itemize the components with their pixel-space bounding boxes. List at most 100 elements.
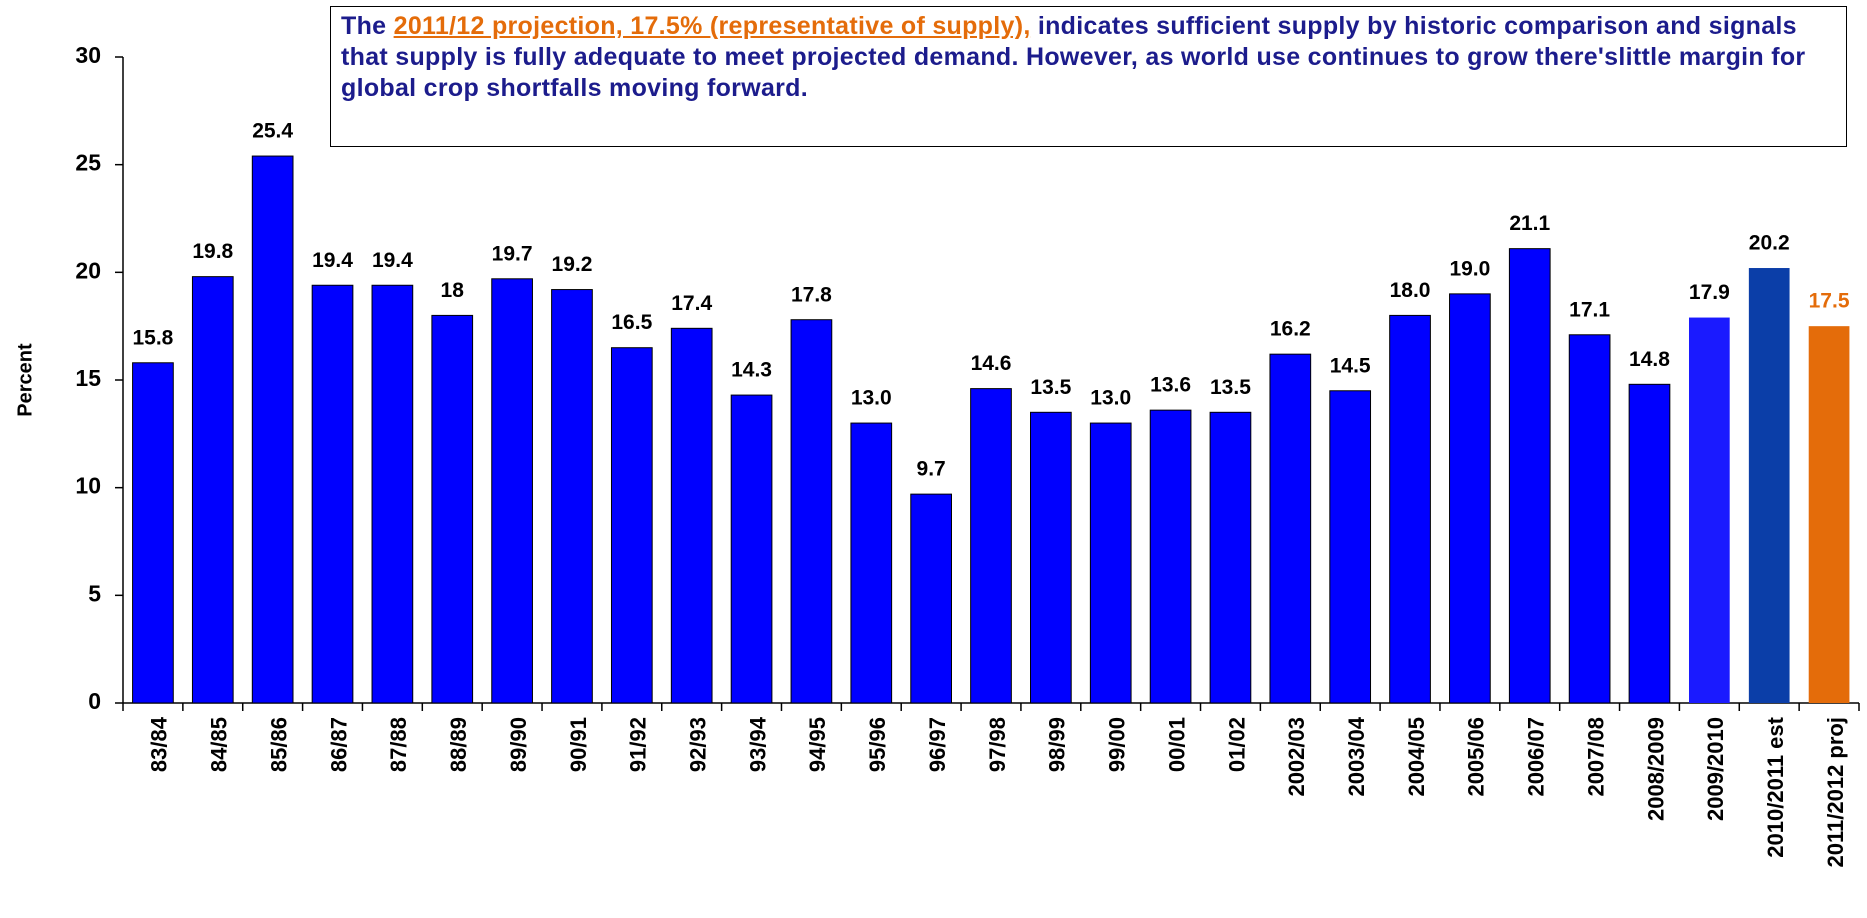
value-label: 20.2 — [1749, 232, 1790, 255]
x-tick-label: 01/02 — [1224, 717, 1249, 772]
y-tick-label: 5 — [88, 580, 101, 606]
y-tick-label: 30 — [75, 42, 101, 68]
value-label: 19.4 — [372, 249, 413, 272]
x-tick-label: 2004/05 — [1404, 717, 1429, 797]
bar — [551, 289, 593, 704]
x-tick-label: 2008/2009 — [1643, 717, 1668, 821]
value-label: 17.1 — [1569, 298, 1610, 321]
x-tick-label: 86/87 — [326, 717, 351, 772]
bar — [1329, 390, 1372, 704]
bar — [251, 155, 294, 704]
x-tick-label: 96/97 — [925, 717, 950, 772]
bar — [1089, 422, 1132, 704]
bar — [1269, 353, 1312, 704]
x-tick-label: 2006/07 — [1524, 717, 1549, 797]
x-tick-label: 2002/03 — [1284, 717, 1309, 797]
annotation-text: indicates sufficient supply by historic … — [341, 12, 1806, 102]
bar — [1688, 317, 1730, 703]
bar — [1030, 411, 1072, 704]
bar — [1568, 334, 1611, 704]
bar — [132, 362, 174, 704]
value-label: 13.0 — [1090, 387, 1131, 410]
value-label: 17.9 — [1689, 281, 1730, 304]
value-label: 13.5 — [1210, 376, 1251, 399]
value-label: 25.4 — [252, 120, 293, 143]
bar — [1149, 409, 1192, 704]
x-tick-label: 89/90 — [506, 717, 531, 772]
y-tick-label: 20 — [75, 257, 101, 283]
value-label: 18.0 — [1390, 279, 1431, 302]
bar — [1808, 326, 1850, 703]
x-tick-label: 99/00 — [1105, 717, 1130, 772]
value-label: 9.7 — [917, 458, 946, 481]
bar — [1389, 314, 1431, 704]
value-label: 17.5 — [1809, 290, 1850, 313]
value-label: 13.5 — [1030, 376, 1071, 399]
bar — [311, 284, 354, 704]
bar — [431, 314, 474, 704]
x-tick-label: 2010/2011 est — [1763, 716, 1788, 857]
x-tick-label: 2003/04 — [1344, 716, 1369, 796]
y-tick-label: 0 — [88, 688, 101, 714]
x-tick-label: 95/96 — [865, 717, 890, 772]
value-label: 16.5 — [611, 311, 652, 334]
x-tick-label: 91/92 — [626, 717, 651, 772]
value-label: 17.4 — [671, 292, 712, 315]
value-label: 14.3 — [731, 359, 772, 382]
value-label: 19.4 — [312, 249, 353, 272]
bar — [850, 422, 893, 704]
value-label: 16.2 — [1270, 318, 1311, 341]
bar — [191, 276, 234, 704]
bar — [371, 284, 414, 704]
value-label: 14.5 — [1330, 354, 1371, 377]
y-tick-label: 10 — [75, 473, 101, 499]
y-axis-label: Percent — [14, 343, 36, 417]
x-tick-label: 93/94 — [745, 716, 770, 772]
x-tick-label: 88/89 — [446, 717, 471, 772]
value-label: 19.7 — [492, 242, 533, 265]
value-label: 14.8 — [1629, 348, 1670, 371]
x-tick-label: 00/01 — [1164, 717, 1189, 772]
bar — [1449, 293, 1491, 704]
x-tick-label: 84/85 — [207, 717, 232, 772]
x-tick-label: 2011/2012 proj — [1823, 717, 1848, 867]
bar — [670, 327, 713, 704]
bar — [910, 493, 952, 704]
value-label: 19.0 — [1449, 257, 1490, 280]
bar — [1628, 383, 1671, 704]
x-tick-label: 2005/06 — [1464, 717, 1489, 797]
bar — [1209, 411, 1252, 704]
value-label: 18 — [441, 279, 465, 302]
x-tick-label: 83/84 — [147, 716, 172, 772]
bar — [730, 394, 773, 704]
annotation: The 2011/12 projection, 17.5% (represent… — [330, 6, 1847, 147]
x-tick-label: 87/88 — [386, 717, 411, 772]
y-tick-label: 15 — [75, 365, 101, 391]
bar — [970, 388, 1012, 704]
x-tick-label: 94/95 — [805, 717, 830, 772]
value-label: 15.8 — [132, 326, 173, 349]
value-label: 21.1 — [1509, 212, 1550, 235]
value-label: 19.2 — [552, 253, 593, 276]
bar — [1748, 268, 1790, 703]
annotation-prefix: The — [341, 12, 387, 40]
value-label: 13.0 — [851, 387, 892, 410]
annotation-highlight: 2011/12 projection, 17.5% (representativ… — [393, 12, 1031, 40]
x-tick-label: 98/99 — [1045, 717, 1070, 772]
value-label: 17.8 — [791, 283, 832, 306]
x-tick-label: 2009/2010 — [1703, 717, 1728, 821]
bar — [790, 319, 833, 704]
x-tick-label: 85/86 — [266, 717, 291, 772]
y-tick-label: 25 — [75, 150, 101, 176]
bar — [610, 347, 653, 704]
bar — [1508, 248, 1551, 704]
bar — [491, 278, 533, 704]
value-label: 19.8 — [192, 240, 233, 263]
value-label: 13.6 — [1150, 374, 1191, 397]
x-tick-label: 90/91 — [566, 717, 591, 772]
x-tick-label: 92/93 — [686, 717, 711, 772]
value-label: 14.6 — [971, 352, 1012, 375]
x-tick-label: 97/98 — [985, 717, 1010, 772]
